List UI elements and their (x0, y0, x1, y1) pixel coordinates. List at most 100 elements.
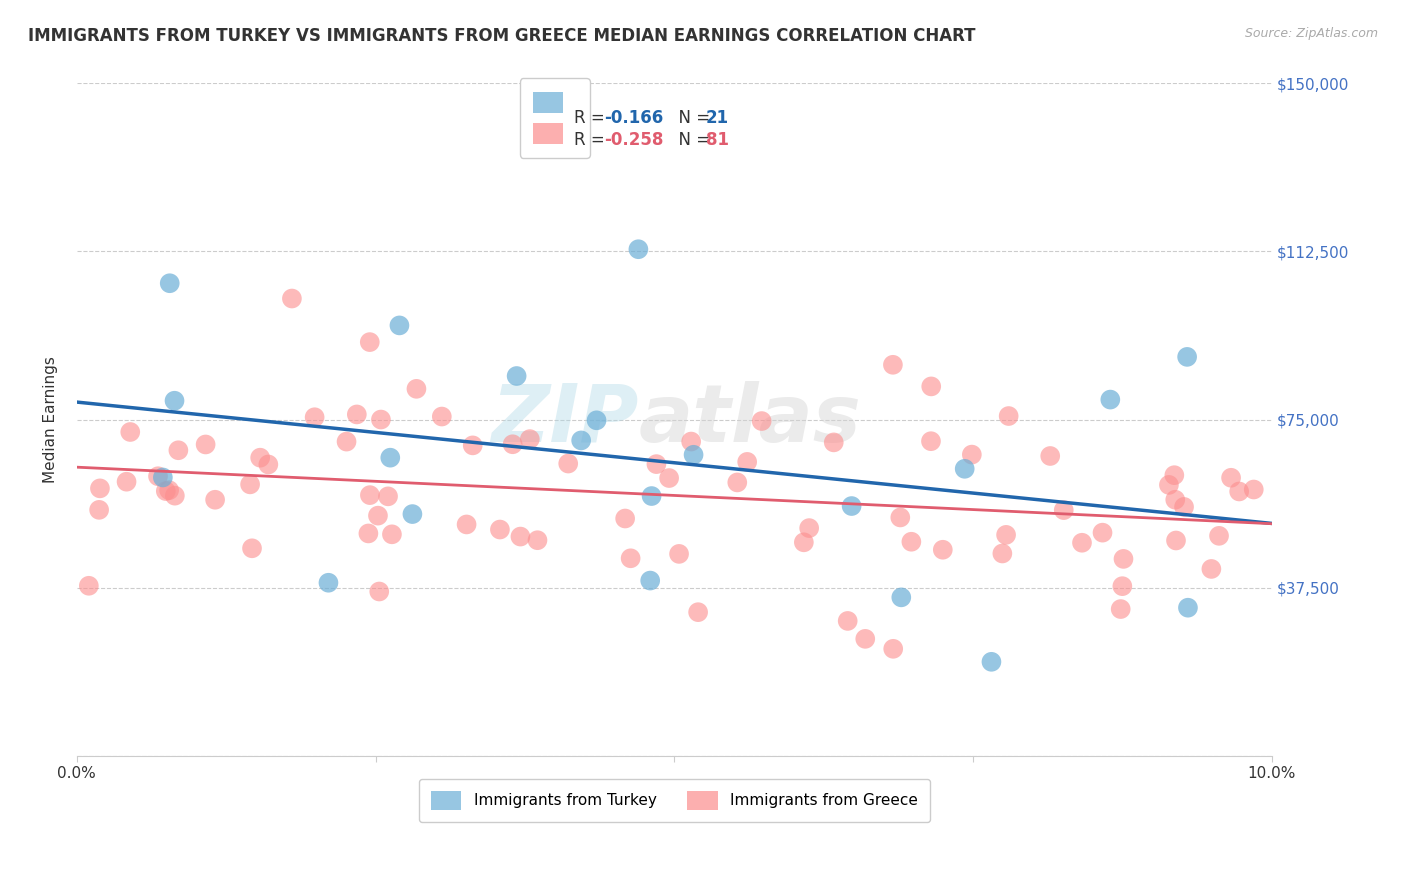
Point (405, 382, 427, 396)
Point (882, 641, 904, 656)
Point (1173, 500, 1195, 514)
Point (509, 530, 531, 544)
Point (89, 481, 111, 495)
Point (725, 475, 748, 490)
Point (1177, 600, 1199, 615)
Point (304, 410, 326, 425)
Text: ZIP: ZIP (491, 381, 638, 458)
Point (688, 605, 710, 619)
Point (335, 434, 357, 449)
Point (155, 484, 177, 499)
Point (980, 655, 1002, 669)
Point (157, 483, 180, 498)
Point (368, 584, 391, 599)
Point (569, 434, 592, 448)
Point (960, 448, 983, 462)
Point (377, 489, 399, 503)
Point (1111, 579, 1133, 593)
Point (890, 591, 912, 605)
Text: IMMIGRANTS FROM TURKEY VS IMMIGRANTS FROM GREECE MEDIAN EARNINGS CORRELATION CHA: IMMIGRANTS FROM TURKEY VS IMMIGRANTS FRO… (28, 27, 976, 45)
Point (281, 292, 304, 306)
Point (793, 535, 815, 549)
Point (953, 462, 976, 476)
Point (120, 425, 142, 439)
Point (1175, 350, 1198, 364)
Point (526, 533, 548, 548)
Text: -0.258: -0.258 (605, 131, 664, 149)
Point (1201, 562, 1223, 576)
Text: N =: N = (668, 131, 716, 149)
Point (620, 551, 643, 566)
Text: R =: R = (574, 131, 610, 149)
Y-axis label: Median Earnings: Median Earnings (44, 356, 58, 483)
Point (638, 574, 661, 588)
Point (799, 521, 821, 535)
Point (1220, 471, 1243, 485)
Point (1208, 529, 1230, 543)
Point (823, 435, 845, 450)
Point (1053, 503, 1076, 517)
Text: 21: 21 (706, 109, 728, 127)
Point (505, 369, 527, 384)
Point (152, 470, 174, 484)
Text: R =: R = (574, 109, 610, 127)
Point (430, 409, 453, 424)
Point (668, 547, 690, 561)
Point (841, 499, 863, 513)
Point (1227, 484, 1250, 499)
Point (991, 546, 1014, 560)
Point (115, 475, 138, 489)
Point (627, 242, 650, 256)
Point (388, 318, 411, 333)
Point (77, 579, 100, 593)
Point (163, 393, 186, 408)
Text: N =: N = (668, 109, 716, 127)
Point (853, 632, 876, 646)
Point (381, 527, 404, 541)
Point (751, 414, 773, 428)
Point (681, 434, 703, 449)
Point (502, 437, 524, 451)
Point (89, 503, 111, 517)
Point (257, 458, 280, 472)
Point (249, 450, 271, 465)
Text: 81: 81 (706, 131, 728, 149)
Point (194, 437, 217, 451)
Point (932, 542, 955, 557)
Point (318, 575, 340, 590)
Point (380, 450, 402, 465)
Point (204, 492, 226, 507)
Point (614, 511, 637, 525)
Legend: Immigrants from Turkey, Immigrants from Greece: Immigrants from Turkey, Immigrants from … (419, 779, 929, 822)
Point (489, 523, 512, 537)
Point (640, 489, 662, 503)
Point (1091, 525, 1114, 540)
Point (240, 541, 263, 556)
Point (359, 335, 381, 350)
Point (1109, 602, 1132, 616)
Point (370, 412, 392, 426)
Point (456, 517, 478, 532)
Point (401, 507, 423, 521)
Point (239, 477, 262, 491)
Point (585, 413, 607, 427)
Point (159, 277, 181, 291)
Point (1039, 449, 1062, 463)
Point (1071, 535, 1094, 549)
Point (1112, 552, 1135, 566)
Point (837, 614, 859, 628)
Point (1099, 392, 1122, 407)
Point (645, 457, 668, 471)
Point (163, 489, 186, 503)
Point (1163, 468, 1185, 483)
Point (359, 488, 381, 502)
Point (882, 358, 904, 372)
Point (461, 438, 484, 452)
Point (1164, 533, 1187, 548)
Point (658, 471, 681, 485)
Point (920, 379, 942, 393)
Point (900, 534, 922, 549)
Point (557, 457, 579, 471)
Text: Source: ZipAtlas.com: Source: ZipAtlas.com (1244, 27, 1378, 40)
Point (997, 409, 1019, 423)
